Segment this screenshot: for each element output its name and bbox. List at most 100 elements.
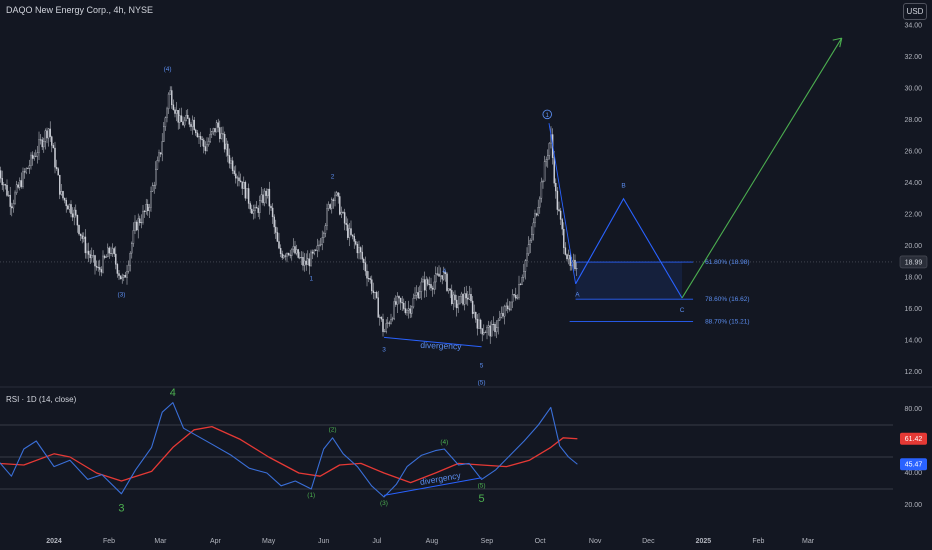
candle-body bbox=[228, 155, 231, 164]
candle-body bbox=[347, 224, 349, 238]
wave-drop-line bbox=[548, 123, 577, 284]
candle-body bbox=[129, 252, 131, 266]
candle-body bbox=[318, 244, 320, 247]
candle-body bbox=[140, 222, 143, 224]
candle-body bbox=[510, 301, 512, 310]
candle-body bbox=[271, 207, 274, 218]
candle-body bbox=[207, 141, 210, 145]
candle-body bbox=[52, 145, 55, 149]
candle-body bbox=[87, 250, 90, 255]
candle-body bbox=[449, 288, 451, 291]
candle-body bbox=[486, 327, 488, 333]
last-price-value: 18.99 bbox=[905, 259, 923, 266]
candle-body bbox=[201, 139, 203, 141]
candle-body bbox=[479, 319, 482, 329]
rsi-wave-label: (3) bbox=[380, 500, 388, 507]
candle-body bbox=[233, 170, 235, 175]
candle-body bbox=[89, 254, 91, 259]
candle-body bbox=[324, 225, 327, 234]
candle-body bbox=[159, 152, 162, 155]
price-axis-tick: 30.00 bbox=[904, 86, 922, 93]
candle-body bbox=[9, 194, 11, 207]
candle-body bbox=[203, 139, 205, 147]
candle-body bbox=[475, 312, 477, 320]
candle-body bbox=[108, 247, 111, 254]
candle-body bbox=[231, 160, 234, 171]
wave-label: C bbox=[680, 307, 685, 314]
candle-body bbox=[83, 236, 85, 239]
candle-body bbox=[537, 207, 539, 216]
candle-body bbox=[534, 213, 536, 224]
candle-body bbox=[465, 293, 467, 299]
candle-body bbox=[518, 284, 520, 298]
candle-body bbox=[566, 254, 568, 260]
candle-body bbox=[427, 279, 429, 285]
rsi-axis-tick: 80.00 bbox=[904, 406, 922, 413]
candle-body bbox=[123, 275, 125, 278]
candle-body bbox=[193, 119, 195, 131]
candle-body bbox=[391, 318, 394, 320]
candle-body bbox=[167, 93, 170, 110]
candle-body bbox=[478, 319, 480, 329]
candle-body bbox=[390, 319, 392, 324]
candle-body bbox=[25, 168, 27, 173]
rsi-title: RSI · 1D (14, close) bbox=[6, 395, 77, 404]
candle-body bbox=[118, 273, 120, 276]
candle-body bbox=[524, 260, 527, 272]
candle-body bbox=[527, 244, 530, 255]
candle-body bbox=[443, 272, 445, 280]
candle-body bbox=[134, 221, 136, 231]
candle-body bbox=[457, 303, 459, 309]
last-price-badge bbox=[899, 255, 928, 269]
candle-body bbox=[334, 194, 336, 201]
candle-body bbox=[343, 212, 346, 224]
candle-body bbox=[215, 122, 218, 133]
candle-body bbox=[227, 143, 229, 156]
candle-body bbox=[287, 253, 290, 256]
candle-body bbox=[446, 273, 448, 291]
candle-body bbox=[235, 173, 237, 179]
candle-body bbox=[27, 168, 29, 170]
candle-body bbox=[406, 310, 408, 314]
candle-body bbox=[540, 181, 543, 199]
candle-body bbox=[399, 297, 402, 303]
wave-1-circle-icon bbox=[542, 109, 552, 120]
candle-body bbox=[460, 293, 463, 297]
candle-body bbox=[148, 207, 151, 212]
candle-body bbox=[22, 171, 24, 187]
rsi-axis-tick: 20.00 bbox=[904, 502, 922, 509]
candle-body bbox=[155, 168, 157, 186]
candle-body bbox=[505, 305, 507, 307]
currency-button[interactable]: USD bbox=[903, 3, 927, 20]
rsi-ma-value: 61.42 bbox=[905, 436, 923, 443]
price-axis-tick: 16.00 bbox=[904, 306, 922, 313]
wave-label: (3) bbox=[117, 291, 125, 298]
candle-body bbox=[473, 312, 475, 314]
candle-body bbox=[555, 182, 557, 192]
candle-body bbox=[516, 297, 519, 299]
wave-label: 3 bbox=[382, 347, 386, 354]
candle-body bbox=[46, 130, 48, 139]
time-axis-tick: Oct bbox=[535, 538, 546, 545]
candle-body bbox=[243, 181, 245, 189]
candle-body bbox=[302, 257, 304, 266]
candle-body bbox=[385, 323, 387, 332]
candle-body bbox=[532, 222, 535, 235]
candle-body bbox=[78, 224, 80, 235]
candle-body bbox=[414, 295, 416, 299]
candle-body bbox=[190, 124, 192, 127]
time-axis-tick: Feb bbox=[752, 538, 764, 545]
candle-body bbox=[198, 136, 200, 138]
candle-body bbox=[15, 184, 18, 194]
candle-body bbox=[311, 251, 314, 254]
candle-body bbox=[332, 199, 335, 201]
candle-body bbox=[372, 290, 375, 293]
rsi-axis-tick: 40.00 bbox=[904, 470, 922, 477]
candle-body bbox=[529, 239, 531, 245]
candle-body bbox=[244, 181, 247, 199]
candle-body bbox=[459, 296, 461, 305]
candle-body bbox=[238, 177, 240, 182]
candle-body bbox=[65, 200, 67, 207]
candle-body bbox=[43, 141, 45, 148]
